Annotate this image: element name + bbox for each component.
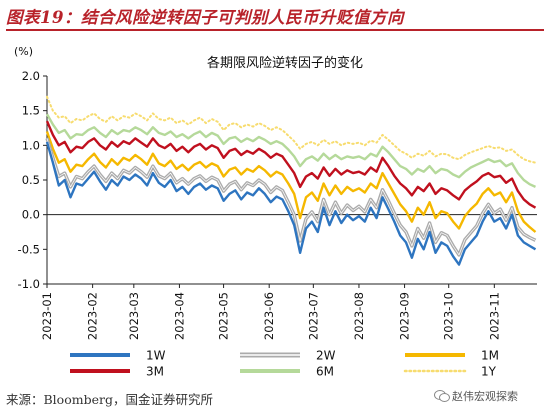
y-tick-label: 2.0 — [22, 69, 40, 83]
x-tick-label: 2023-07 — [306, 292, 320, 340]
x-tick-label: 2023-03 — [127, 292, 141, 340]
x-tick-label: 2023-10 — [442, 292, 456, 340]
y-tick-label: 0.0 — [22, 208, 40, 222]
x-tick-label: 2023-02 — [86, 292, 100, 340]
legend-label: 1W — [146, 349, 166, 363]
figure-title: 图表19：结合风险逆转因子可判别人民币升贬值方向 — [6, 8, 404, 27]
legend: 1W 2W 1M 3M 6M 1Y — [70, 349, 499, 379]
series-3M — [45, 120, 537, 209]
legend-item-3M: 3M — [70, 365, 164, 379]
x-tick-label: 2023-04 — [172, 292, 186, 340]
series-1M — [45, 131, 537, 233]
series-line-2W — [46, 138, 536, 256]
legend-item-2W: 2W — [240, 349, 336, 363]
series-1W — [45, 141, 537, 266]
title-rule — [6, 29, 544, 31]
series-line-3M — [45, 120, 537, 209]
series-1Y — [46, 95, 537, 164]
watermark: 赵伟宏观探索 — [434, 388, 518, 404]
legend-label: 1M — [481, 349, 499, 363]
legend-label: 2W — [316, 349, 336, 363]
series-line-1M — [45, 131, 537, 233]
y-axis-unit: (%) — [14, 45, 33, 58]
y-tick-label: 1.5 — [22, 104, 40, 118]
x-tick-label: 2023-09 — [398, 292, 412, 340]
y-tick-label: -0.5 — [18, 242, 40, 256]
x-tick-label: 2023-05 — [217, 292, 231, 340]
x-tick-label: 2023-11 — [487, 292, 501, 340]
series-line-6M — [45, 113, 536, 188]
series-6M — [45, 113, 536, 188]
x-tick-label: 2023-01 — [40, 292, 54, 340]
series-line-1W — [45, 141, 537, 266]
plot-area: -1.0 -0.5 0.0 0.5 1.0 1.5 2.0 2023-01 2023-02 202… — [18, 69, 537, 340]
chart-title: 各期限风险逆转因子的变化 — [207, 55, 363, 71]
wechat-icon — [434, 390, 450, 402]
legend-item-6M: 6M — [240, 365, 334, 379]
x-tick-label: 2023-06 — [262, 292, 276, 340]
series-line-1Y — [46, 95, 537, 164]
y-tick-label: 1.0 — [22, 138, 40, 152]
legend-label: 3M — [146, 365, 164, 379]
line-chart: 各期限风险逆转因子的变化 (%) -1.0 -0.5 0.0 0.5 1.0 1.5 2.0… — [14, 45, 537, 379]
source-note: 来源：Bloomberg，国金证券研究所 — [6, 392, 213, 407]
legend-item-1M: 1M — [405, 349, 499, 363]
legend-item-1Y: 1Y — [403, 365, 497, 379]
y-tick-label: -1.0 — [18, 277, 40, 291]
watermark-text: 赵伟宏观探索 — [452, 390, 518, 403]
series-2W — [45, 137, 537, 257]
legend-item-1W: 1W — [70, 349, 166, 363]
legend-label: 1Y — [481, 365, 497, 379]
legend-label: 6M — [316, 365, 334, 379]
x-tick-label: 2023-08 — [352, 292, 366, 340]
y-tick-label: 0.5 — [22, 173, 40, 187]
